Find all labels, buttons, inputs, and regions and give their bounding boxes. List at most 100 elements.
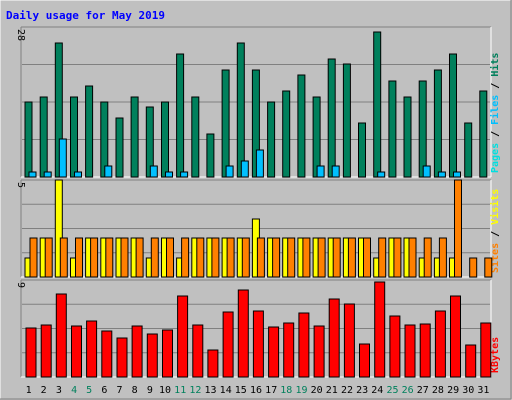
panel-label-hits: Hits bbox=[489, 53, 501, 77]
x-tick-label-day-9: 9 bbox=[147, 385, 153, 396]
bar-sites-day-10 bbox=[166, 237, 174, 278]
bar-files-day-15 bbox=[240, 160, 249, 178]
bar-hits-day-5 bbox=[85, 85, 94, 178]
bar-hits-day-13 bbox=[206, 133, 215, 178]
bar-sites-day-3 bbox=[59, 237, 68, 278]
bar-kbytes-day-26 bbox=[404, 324, 416, 378]
bar-hits-day-31 bbox=[479, 90, 488, 178]
bar-sites-day-1 bbox=[29, 237, 38, 278]
bar-hits-day-24 bbox=[373, 31, 382, 178]
y-max-label: 5 bbox=[15, 182, 26, 188]
bar-sites-day-9 bbox=[150, 237, 159, 278]
bar-sites-day-15 bbox=[241, 237, 250, 278]
bar-hits-day-8 bbox=[130, 96, 139, 178]
panel-label-pages: Pages bbox=[490, 143, 501, 173]
bar-kbytes-day-22 bbox=[343, 303, 355, 378]
x-tick-label-day-18: 18 bbox=[280, 385, 292, 396]
x-tick-label-day-31: 31 bbox=[477, 385, 489, 396]
bar-files-day-14 bbox=[225, 165, 234, 178]
x-tick-label-day-26: 26 bbox=[402, 385, 414, 396]
bar-hits-day-26 bbox=[403, 96, 412, 178]
bar-files-day-27 bbox=[422, 165, 431, 178]
bar-hits-day-11 bbox=[176, 53, 185, 178]
bar-files-day-24 bbox=[377, 171, 386, 178]
panel-label-separator: / bbox=[490, 77, 501, 95]
bar-hits-day-1 bbox=[24, 101, 33, 178]
bar-files-day-16 bbox=[255, 149, 264, 178]
bar-kbytes-day-19 bbox=[298, 312, 310, 378]
bar-hits-day-27 bbox=[418, 80, 427, 178]
bar-hits-day-25 bbox=[388, 80, 397, 178]
bar-sites-day-29 bbox=[454, 179, 462, 278]
bar-sites-day-22 bbox=[347, 237, 356, 278]
bar-kbytes-day-23 bbox=[359, 343, 370, 378]
bar-sites-day-5 bbox=[90, 237, 99, 278]
bar-kbytes-day-8 bbox=[131, 325, 143, 378]
bar-hits-day-28 bbox=[433, 69, 442, 178]
x-tick-label-day-24: 24 bbox=[371, 385, 383, 396]
bar-sites-day-7 bbox=[120, 237, 129, 278]
bar-hits-day-18 bbox=[282, 90, 291, 178]
bar-files-day-11 bbox=[180, 171, 189, 178]
bar-sites-day-11 bbox=[181, 237, 190, 278]
bar-kbytes-day-12 bbox=[192, 324, 204, 378]
bar-hits-day-17 bbox=[267, 101, 276, 178]
bar-kbytes-day-24 bbox=[374, 281, 386, 378]
bar-kbytes-day-6 bbox=[101, 330, 113, 378]
x-tick-label-day-29: 29 bbox=[447, 385, 459, 396]
panel-3: 9 KBytes bbox=[15, 279, 501, 378]
bar-sites-day-20 bbox=[317, 237, 326, 278]
bar-kbytes-day-14 bbox=[222, 311, 234, 378]
bar-kbytes-day-18 bbox=[283, 322, 295, 378]
bar-hits-day-20 bbox=[312, 96, 321, 178]
panel-label-visits: Visits bbox=[489, 189, 501, 225]
panel-label-separator: / bbox=[490, 125, 501, 143]
x-tick-label-day-8: 8 bbox=[132, 385, 138, 396]
bar-kbytes-day-1 bbox=[25, 327, 37, 378]
bar-kbytes-day-25 bbox=[389, 315, 401, 378]
x-tick-label-day-30: 30 bbox=[462, 385, 474, 396]
x-tick-label-day-15: 15 bbox=[235, 385, 247, 396]
bar-kbytes-day-3 bbox=[55, 293, 67, 378]
bar-kbytes-day-15 bbox=[237, 289, 249, 378]
bar-hits-day-15 bbox=[236, 42, 245, 178]
bar-hits-day-2 bbox=[39, 96, 48, 178]
bar-files-day-1 bbox=[28, 171, 37, 178]
x-tick-label-day-1: 1 bbox=[26, 385, 32, 396]
x-tick-label-day-19: 19 bbox=[295, 385, 307, 396]
bar-files-day-29 bbox=[453, 171, 461, 178]
x-tick-label-day-28: 28 bbox=[432, 385, 444, 396]
bar-sites-day-4 bbox=[75, 237, 83, 278]
bar-hits-day-21 bbox=[327, 58, 336, 178]
bar-sites-day-23 bbox=[363, 237, 371, 278]
bar-kbytes-day-21 bbox=[328, 298, 340, 378]
bar-files-day-9 bbox=[149, 165, 158, 178]
bar-hits-day-29 bbox=[449, 53, 457, 178]
x-tick-label-day-23: 23 bbox=[356, 385, 368, 396]
x-tick-label-day-10: 10 bbox=[159, 385, 171, 396]
x-tick-label-day-2: 2 bbox=[41, 385, 47, 396]
panel-label-separator: / bbox=[490, 225, 501, 243]
bar-hits-day-22 bbox=[342, 63, 351, 178]
x-tick-label-day-5: 5 bbox=[86, 385, 92, 396]
bar-kbytes-day-27 bbox=[419, 323, 431, 378]
chart-title: Daily usage for May 2019 bbox=[6, 9, 165, 22]
x-tick-label-day-4: 4 bbox=[71, 385, 77, 396]
bar-sites-day-18 bbox=[287, 237, 296, 278]
panel-label-kbytes: KBytes bbox=[490, 337, 501, 373]
bar-sites-day-24 bbox=[378, 237, 387, 278]
bar-sites-day-25 bbox=[393, 237, 402, 278]
bar-kbytes-day-5 bbox=[86, 320, 98, 378]
bar-hits-day-10 bbox=[161, 101, 169, 178]
bar-sites-day-27 bbox=[423, 237, 432, 278]
bar-sites-day-21 bbox=[332, 237, 341, 278]
bar-kbytes-day-13 bbox=[207, 349, 219, 378]
bar-kbytes-day-30 bbox=[465, 344, 477, 378]
bar-sites-day-19 bbox=[302, 237, 311, 278]
bar-sites-day-6 bbox=[105, 237, 114, 278]
x-tick-label-day-22: 22 bbox=[341, 385, 353, 396]
bar-sites-day-14 bbox=[226, 237, 235, 278]
bar-files-day-4 bbox=[74, 171, 82, 178]
